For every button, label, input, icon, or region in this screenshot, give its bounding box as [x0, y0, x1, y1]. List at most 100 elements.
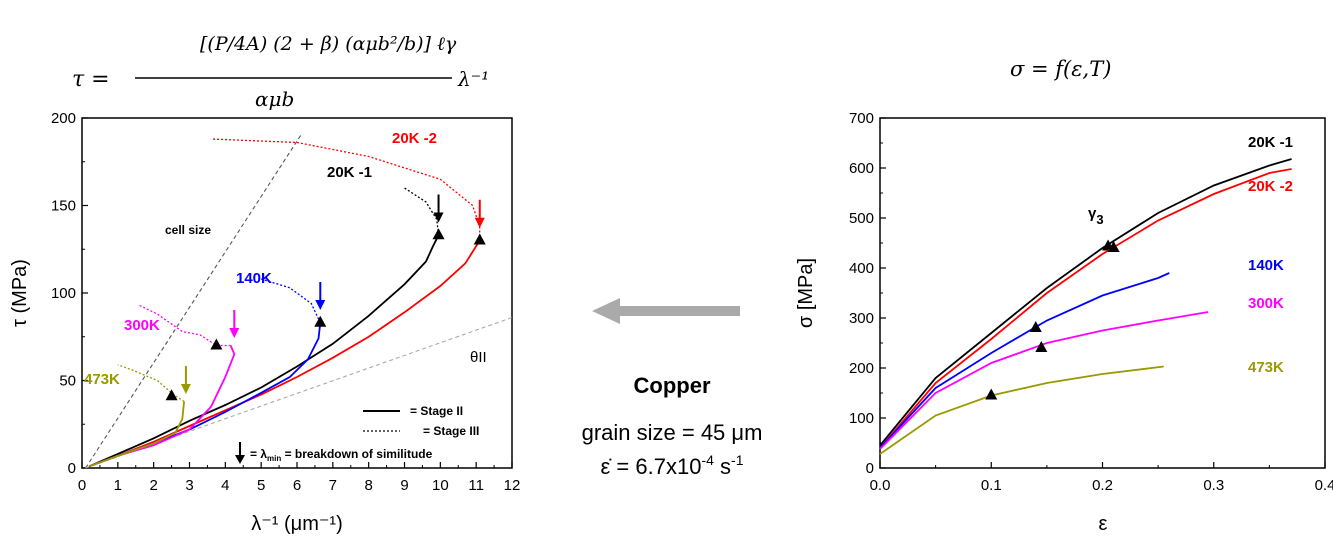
series-473k-curve [879, 365, 1164, 455]
right-y-tick-label: 200 [849, 360, 874, 377]
series-300k-marker [210, 338, 223, 350]
right-x-axis-label: ε [1099, 513, 1108, 535]
legend-stage-ii-text: = Stage II [410, 404, 463, 418]
series-300k-stage-iii [139, 304, 231, 347]
left-x-axis-label: λ⁻¹ (μm⁻¹) [251, 513, 343, 535]
left-y-tick-label: 150 [51, 198, 76, 215]
left-arrow-icon [592, 298, 620, 324]
right-x-tick-label: 0.1 [981, 477, 1002, 494]
left-y-tick-label: 0 [68, 460, 76, 477]
equation-numerator: [(P/4A) (2 + β) (αμb²/b)] ℓγ [200, 33, 457, 55]
series-140k-label: 140K [236, 270, 272, 287]
legend-down-arrow-icon [235, 455, 245, 464]
right-plot-frame [879, 117, 1326, 469]
series-300k-curve [879, 311, 1209, 450]
series-20k-2-stage-iii [210, 138, 481, 241]
series-473k-stage-ii [88, 401, 185, 468]
left-x-tick-label: 11 [468, 477, 484, 494]
left-x-tick-label: 7 [329, 477, 337, 494]
left-y-tick-label: 100 [51, 285, 76, 302]
series-20k-2-label: 20K -2 [1248, 178, 1293, 195]
grain-size-text: grain size = 45 μm [582, 420, 763, 445]
series-20k-1-stage-iii [404, 187, 440, 236]
right-x-tick-label: 0.0 [870, 477, 891, 494]
right-x-tick-label: 0.4 [1315, 477, 1333, 494]
left-y-axis-label: τ (MPa) [9, 259, 31, 327]
right-y-axis-label: σ [MPa] [795, 258, 817, 328]
series-20k-2-label: 20K -2 [392, 130, 437, 147]
right-y-tick-label: 0 [866, 460, 874, 477]
series-140k-marker [314, 315, 327, 327]
series-140k-curve [879, 272, 1170, 449]
left-x-tick-label: 6 [293, 477, 301, 494]
series-20k-2-marker [473, 233, 486, 245]
equation-lhs: τ = [72, 67, 110, 92]
right-x-tick-label: 0.2 [1092, 477, 1113, 494]
left-x-tick-label: 3 [185, 477, 193, 494]
left-y-tick-label: 50 [59, 373, 76, 390]
series-473k-marker [165, 389, 178, 401]
left-x-tick-label: 10 [432, 477, 449, 494]
series-20k-1-label: 20K -1 [327, 164, 372, 181]
left-x-tick-label: 1 [114, 477, 122, 494]
left-x-tick-label: 9 [400, 477, 408, 494]
series-20k-1-curve [879, 158, 1292, 447]
strain-rate-text: ε̇ = 6.7x10-4 s-1 [601, 452, 744, 479]
series-140k-marker [1029, 321, 1042, 332]
right-x-tick-label: 0.3 [1203, 477, 1224, 494]
series-473k-label: 473K [84, 371, 120, 388]
series-300k-label: 300K [1248, 295, 1284, 312]
left-reference-lines [85, 135, 513, 469]
series-300k-down-arrow-icon [229, 328, 240, 338]
series-140k-down-arrow-icon [315, 300, 326, 310]
right-y-tick-label: 500 [849, 210, 874, 227]
series-20k-2-curve [879, 168, 1292, 449]
center-block: Copper grain size = 45 μm ε̇ = 6.7x10-4 … [582, 298, 763, 479]
left-y-tick-label: 200 [51, 110, 76, 127]
right-y-tick-label: 600 [849, 160, 874, 177]
cell-size-label: cell size [165, 223, 211, 237]
series-20k-1-label: 20K -1 [1248, 134, 1293, 151]
left-x-tick-label: 12 [504, 477, 521, 494]
series-473k-marker [985, 388, 998, 400]
left-series-group: 20K -1 20K -2 140K 300K 473K [84, 130, 486, 468]
series-300k-label: 300K [124, 317, 160, 334]
equation-factor: λ⁻¹ [457, 67, 489, 91]
gamma-3-annotation: γ3 [1088, 205, 1104, 227]
series-473k-stage-iii [117, 364, 185, 403]
right-y-tick-label: 400 [849, 260, 874, 277]
left-x-tick-label: 4 [221, 477, 229, 494]
series-20k-2-stage-ii [88, 240, 481, 468]
series-140k-label: 140K [1248, 257, 1284, 274]
right-chart: 0.0 0.1 0.2 0.3 0.4 0 100 200 300 400 500 600 700 20… [795, 110, 1333, 535]
right-y-tick-label: 100 [849, 410, 874, 427]
right-y-tick-label: 700 [849, 110, 874, 127]
left-x-tick-label: 5 [257, 477, 265, 494]
right-equation: σ = f(ε,T) [1010, 57, 1111, 81]
legend-arrow-note: = λmin = breakdown of similitude [250, 447, 433, 463]
series-20k-2-down-arrow-icon [474, 217, 485, 228]
series-300k-stage-ii [88, 345, 236, 468]
reference-line-ii [85, 316, 513, 469]
left-legend: = Stage II = Stage III = λmin = breakdow… [235, 404, 479, 464]
reference-line-cell-size [85, 135, 302, 469]
series-140k-stage-ii [88, 322, 322, 468]
series-300k-marker [1035, 341, 1048, 352]
series-473k-label: 473K [1248, 359, 1284, 376]
series-20k-1-marker [432, 228, 445, 240]
material-title: Copper [634, 373, 711, 398]
left-equation: τ = [(P/4A) (2 + β) (αμb²/b)] ℓγ αμb λ⁻¹ [72, 33, 489, 111]
equation-denominator: αμb [255, 87, 294, 111]
right-axes-ticks: 0.0 0.1 0.2 0.3 0.4 0 100 200 300 400 500 600 700 [849, 110, 1333, 494]
theta-ii-label: θII [470, 349, 487, 366]
series-473k-down-arrow-icon [180, 384, 191, 394]
left-x-tick-label: 2 [149, 477, 157, 494]
series-20k-1-down-arrow-icon [433, 212, 444, 223]
left-x-tick-label: 0 [78, 477, 86, 494]
right-y-tick-label: 300 [849, 310, 874, 327]
series-20k-1-stage-ii [88, 234, 440, 468]
series-20k-2-marker [1107, 241, 1120, 252]
